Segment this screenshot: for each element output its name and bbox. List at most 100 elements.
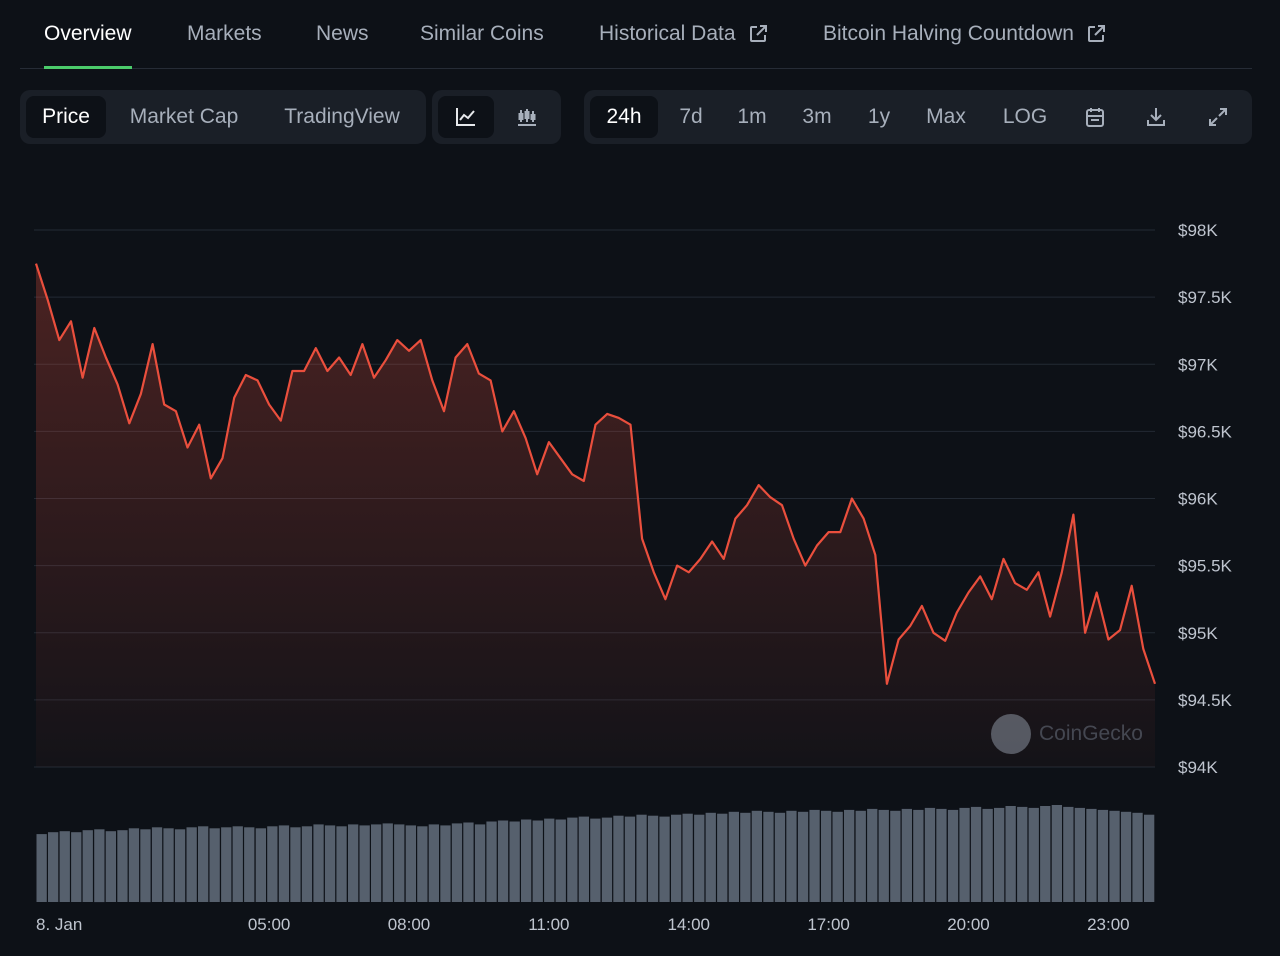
- volume-bar: [994, 807, 1005, 902]
- y-tick-label: $95K: [1178, 624, 1218, 643]
- volume-bar: [901, 808, 912, 902]
- volume-bar: [521, 819, 532, 902]
- volume-bar: [878, 809, 889, 902]
- range-1m-button[interactable]: 1m: [737, 105, 767, 128]
- download-button[interactable]: [1131, 96, 1181, 138]
- volume-bar: [970, 806, 982, 902]
- volume-bar: [867, 808, 878, 902]
- volume-bar: [624, 816, 636, 902]
- volume-bar: [451, 823, 463, 902]
- volume-bar: [474, 824, 486, 902]
- watermark-text: CoinGecko: [1039, 722, 1143, 745]
- price-chart[interactable]: $98K $97.5K $97K $96.5K $96K $95.5K $95K $94.5K…: [0, 150, 1280, 956]
- volume-bar: [348, 824, 359, 902]
- volume-bar: [1040, 806, 1051, 902]
- volume-bar: [636, 814, 647, 902]
- line-chart-button[interactable]: [438, 96, 494, 138]
- range-1y-button[interactable]: 1y: [867, 105, 891, 128]
- fullscreen-button[interactable]: [1193, 96, 1243, 138]
- y-axis: $98K $97.5K $97K $96.5K $96K $95.5K $95K $94.5K…: [1178, 221, 1233, 777]
- volume-bar: [1120, 811, 1132, 902]
- volume-bars: [36, 805, 1155, 903]
- tab-bitcoin-halving-label: Bitcoin Halving Countdown: [823, 22, 1074, 45]
- volume-bar: [728, 811, 739, 902]
- x-tick-label: 20:00: [947, 915, 990, 934]
- volume-bar: [544, 818, 555, 902]
- volume-bar: [555, 819, 566, 902]
- external-link-icon: [749, 25, 767, 42]
- price-area-fill: [36, 263, 1155, 767]
- range-3m-button[interactable]: 3m: [802, 105, 832, 128]
- range-7d-button[interactable]: 7d: [679, 105, 703, 128]
- volume-bar: [1132, 812, 1143, 902]
- range-24h-button[interactable]: 24h: [590, 96, 658, 138]
- volume-bar: [486, 821, 497, 902]
- tab-news[interactable]: News: [316, 22, 369, 45]
- volume-bar: [797, 811, 809, 902]
- tab-similar-coins[interactable]: Similar Coins: [420, 22, 544, 45]
- volume-bar: [394, 824, 405, 902]
- calendar-icon: [1086, 108, 1104, 127]
- view-tab-group: Price Market Cap TradingView: [20, 90, 426, 144]
- expand-icon: [1209, 108, 1227, 126]
- volume-bar: [336, 826, 347, 902]
- volume-bar: [174, 829, 186, 903]
- coingecko-watermark: CoinGecko: [991, 713, 1143, 755]
- volume-bar: [359, 825, 370, 902]
- volume-bar: [601, 817, 613, 902]
- volume-bar: [186, 827, 197, 902]
- x-tick-label: 11:00: [528, 915, 569, 934]
- calendar-button[interactable]: [1070, 96, 1120, 138]
- y-tick-label: $97K: [1178, 355, 1218, 374]
- volume-bar: [417, 826, 428, 902]
- y-tick-label: $97.5K: [1178, 288, 1233, 307]
- volume-bar: [682, 813, 693, 902]
- tradingview-tab[interactable]: TradingView: [284, 105, 400, 128]
- range-group: 24h 7d 1m 3m 1y Max LOG: [584, 90, 1252, 144]
- tab-bitcoin-halving-countdown[interactable]: Bitcoin Halving Countdown: [823, 0, 1106, 68]
- volume-bar: [809, 809, 820, 902]
- volume-bar: [221, 827, 232, 902]
- x-tick-label: 23:00: [1087, 915, 1130, 934]
- volume-bar: [532, 820, 543, 902]
- volume-bar: [1097, 809, 1109, 902]
- top-nav: Overview Markets News Similar Coins Hist…: [20, 0, 1252, 69]
- market-cap-tab[interactable]: Market Cap: [129, 105, 239, 128]
- volume-bar: [1028, 807, 1039, 902]
- volume-bar: [774, 812, 786, 902]
- volume-bar: [140, 829, 151, 903]
- volume-bar: [497, 820, 509, 902]
- volume-bar: [751, 810, 762, 902]
- volume-bar: [267, 826, 278, 902]
- log-scale-button[interactable]: LOG: [1002, 105, 1048, 128]
- volume-bar: [313, 824, 324, 902]
- tab-overview[interactable]: Overview: [44, 0, 132, 69]
- tab-markets[interactable]: Markets: [187, 22, 262, 45]
- x-tick-label: 8. Jan: [36, 915, 82, 934]
- volume-bar: [117, 830, 128, 902]
- volume-bar: [647, 815, 659, 902]
- volume-bar: [821, 810, 832, 902]
- volume-bar: [278, 825, 290, 902]
- volume-bar: [671, 814, 682, 902]
- tab-historical-data[interactable]: Historical Data: [599, 0, 768, 68]
- range-max-button[interactable]: Max: [926, 105, 966, 128]
- x-axis: 8. Jan 05:00 08:00 11:00 14:00 17:00 20:00 23:0…: [36, 915, 1130, 934]
- y-tick-label: $98K: [1178, 221, 1218, 240]
- volume-bar: [717, 813, 728, 902]
- volume-bar: [832, 811, 843, 902]
- y-tick-label: $94K: [1178, 758, 1218, 777]
- price-tab[interactable]: Price: [26, 96, 106, 138]
- volume-bar: [936, 808, 947, 902]
- volume-bar: [232, 826, 243, 902]
- volume-bar: [151, 827, 163, 902]
- y-tick-label: $96.5K: [1178, 422, 1233, 441]
- volume-bar: [463, 822, 474, 902]
- tab-historical-data-label: Historical Data: [599, 22, 736, 45]
- volume-bar: [694, 814, 705, 902]
- y-tick-label: $96K: [1178, 490, 1218, 509]
- candlestick-chart-button[interactable]: [499, 96, 555, 138]
- volume-bar: [1005, 806, 1016, 902]
- volume-bar: [128, 828, 140, 902]
- volume-bar: [71, 832, 82, 902]
